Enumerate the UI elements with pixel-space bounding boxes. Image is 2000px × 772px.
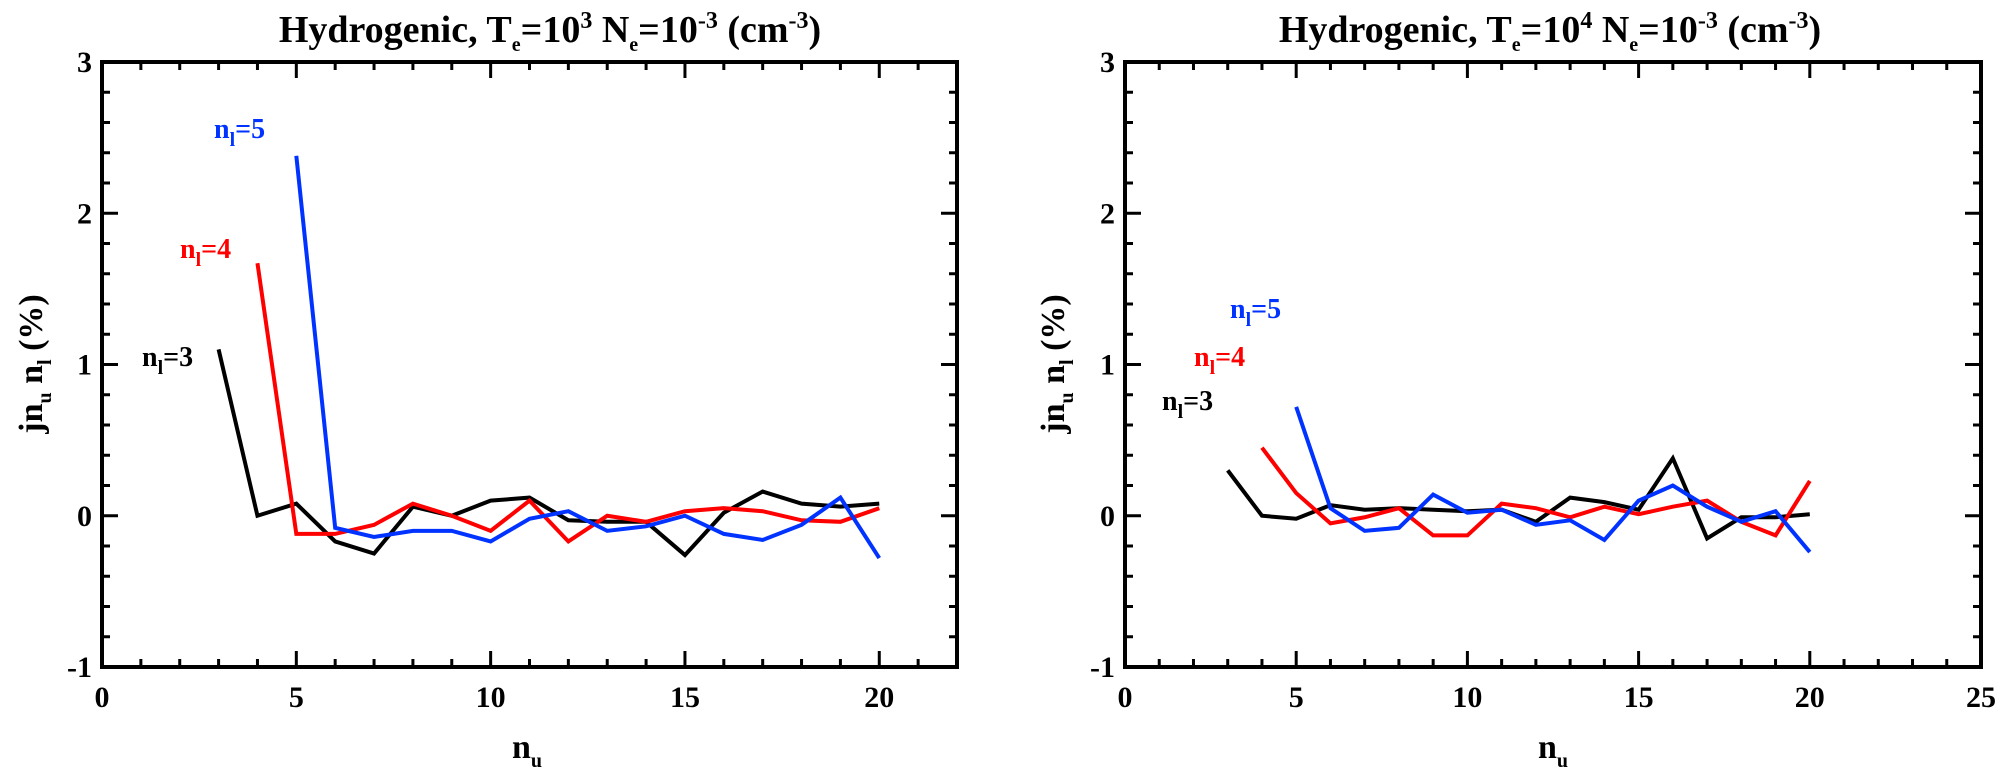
right-ytick-label: 3: [1100, 46, 1115, 79]
left-xtick-label: 10: [476, 681, 506, 714]
right-ytick-label: 0: [1100, 500, 1115, 533]
left-annotation-nl5: nl=5: [214, 114, 265, 151]
right-y-axis-label: jnu nl (%): [1035, 294, 1078, 435]
left-annotation-nl3: nl=3: [142, 342, 193, 379]
left-x-axis-label: nu: [512, 729, 542, 772]
left-ytick-label: 1: [77, 349, 92, 382]
right-annotation-nl4: nl=4: [1194, 342, 1245, 379]
left-xtick-label: 15: [670, 681, 700, 714]
right-xtick-label: 15: [1624, 681, 1654, 714]
left-xtick-label: 20: [864, 681, 894, 714]
left-title: Hydrogenic, Te=103 Ne=10-3 (cm-3): [279, 8, 821, 56]
left-ytick-label: -1: [67, 651, 92, 684]
right-title: Hydrogenic, Te=104 Ne=10-3 (cm-3): [1279, 8, 1821, 56]
right-xtick-label: 0: [1118, 681, 1133, 714]
right-xtick-label: 25: [1966, 681, 1996, 714]
left-y-tick-labels: -1 0 1 2 3: [67, 46, 92, 684]
right-panel: Hydrogenic, Te=104 Ne=10-3 (cm-3) 0 5 10…: [1035, 8, 1996, 772]
left-plot-frame: [100, 60, 959, 669]
right-xtick-label: 20: [1795, 681, 1825, 714]
right-series-nl3-line: [1226, 454, 1810, 542]
right-xtick-label: 5: [1289, 681, 1304, 714]
right-x-axis-label: nu: [1538, 729, 1568, 772]
left-axis-ticks: [100, 60, 959, 669]
right-x-tick-labels: 0 5 10 15 20 25: [1118, 681, 1997, 714]
left-y-axis-label: jnu nl (%): [13, 294, 56, 435]
left-xtick-label: 5: [289, 681, 304, 714]
right-xtick-label: 10: [1452, 681, 1482, 714]
right-series-nl4-line: [1260, 446, 1812, 538]
left-ytick-label: 3: [77, 46, 92, 79]
right-series-nl5-line: [1294, 406, 1812, 554]
right-plot-frame: [1123, 60, 1983, 669]
left-ytick-label: 0: [77, 500, 92, 533]
right-annotation-nl5: nl=5: [1230, 294, 1281, 331]
left-series-nl4-line: [255, 262, 880, 545]
left-annotation-nl4: nl=4: [180, 234, 231, 271]
right-ytick-label: 2: [1100, 197, 1115, 230]
left-x-tick-labels: 0 5 10 15 20: [95, 681, 895, 714]
left-ytick-label: 2: [77, 197, 92, 230]
left-series-nl3-line: [216, 348, 880, 558]
right-annotation-nl3: nl=3: [1162, 386, 1213, 423]
left-xtick-label: 0: [95, 681, 110, 714]
right-ytick-label: -1: [1090, 651, 1115, 684]
right-ytick-label: 1: [1100, 349, 1115, 382]
left-series-nl5-line: [294, 155, 881, 560]
left-panel: Hydrogenic, Te=103 Ne=10-3 (cm-3) 0 5 10…: [13, 8, 959, 772]
right-y-tick-labels: -1 0 1 2 3: [1090, 46, 1115, 684]
right-axis-ticks: [1123, 60, 1983, 669]
